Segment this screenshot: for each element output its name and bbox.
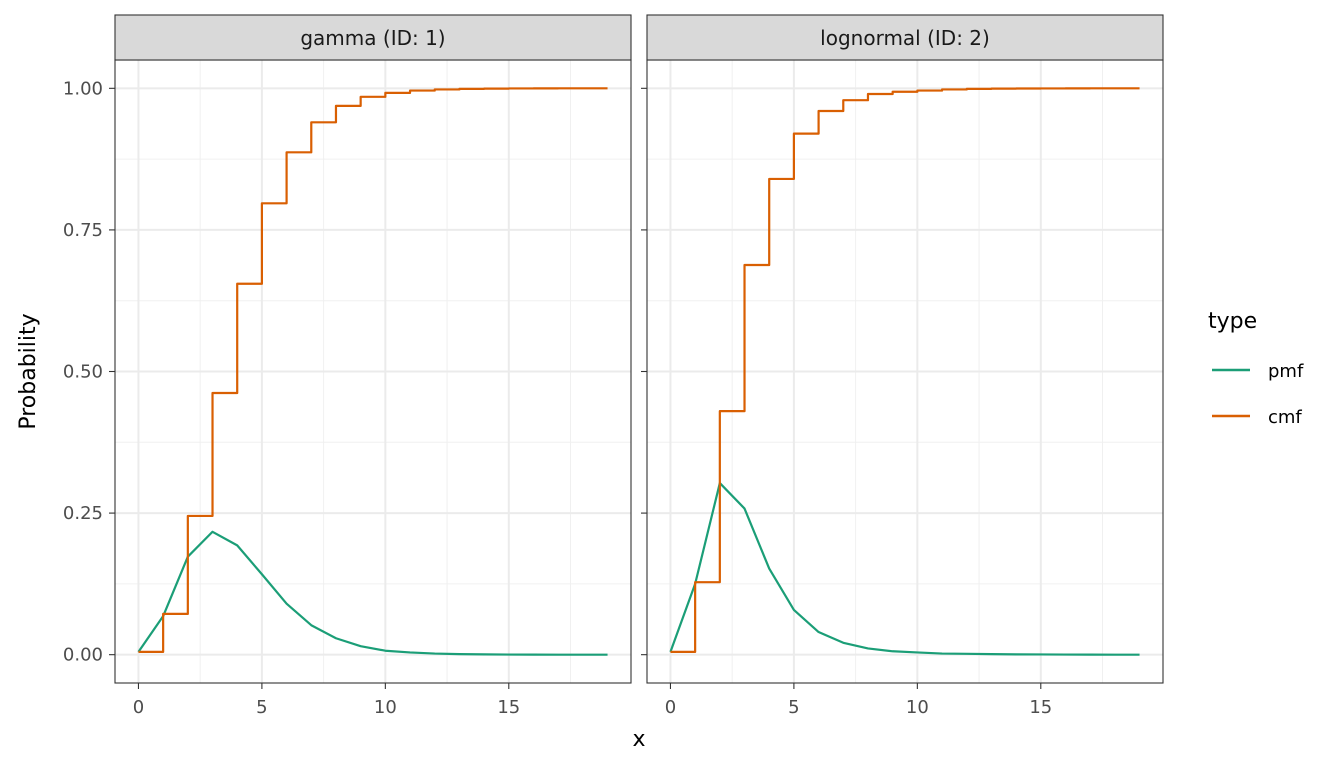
y-tick-label: 0.00 — [63, 645, 103, 666]
strip-label: lognormal (ID: 2) — [820, 26, 990, 50]
x-tick-label: 10 — [374, 697, 397, 718]
y-axis-title: Probability — [16, 313, 41, 429]
legend: type pmf cmf — [1208, 309, 1304, 428]
panel-lognormal: lognormal (ID: 2) 0 5 10 15 — [646, 14, 1164, 718]
y-axis: 0.00 0.25 0.50 0.75 1.00 — [63, 78, 647, 666]
y-tick-label: 1.00 — [63, 78, 103, 99]
strip-label: gamma (ID: 1) — [300, 26, 445, 50]
x-tick-label: 5 — [788, 697, 799, 718]
y-tick-label: 0.75 — [63, 220, 103, 241]
y-tick-label: 0.50 — [63, 362, 103, 383]
x-tick-label: 10 — [906, 697, 929, 718]
x-tick-label: 15 — [497, 697, 520, 718]
strip-background — [114, 14, 632, 61]
panel-gamma: gamma (ID: 1) 0 5 10 15 — [114, 14, 632, 718]
legend-title: type — [1208, 309, 1257, 334]
y-tick-label: 0.25 — [63, 503, 103, 524]
series-line-cmf — [670, 87, 1140, 653]
series-line-pmf — [137, 530, 608, 656]
x-tick-label: 0 — [665, 697, 676, 718]
x-tick-label: 0 — [133, 697, 144, 718]
legend-label-cmf: cmf — [1268, 407, 1302, 428]
series-line-cmf — [138, 87, 608, 653]
x-axis-title: x — [632, 727, 645, 752]
legend-label-pmf: pmf — [1268, 361, 1304, 382]
series-line-pmf — [669, 481, 1140, 656]
x-tick-label: 15 — [1029, 697, 1052, 718]
strip-background — [646, 14, 1164, 61]
x-tick-label: 5 — [256, 697, 267, 718]
